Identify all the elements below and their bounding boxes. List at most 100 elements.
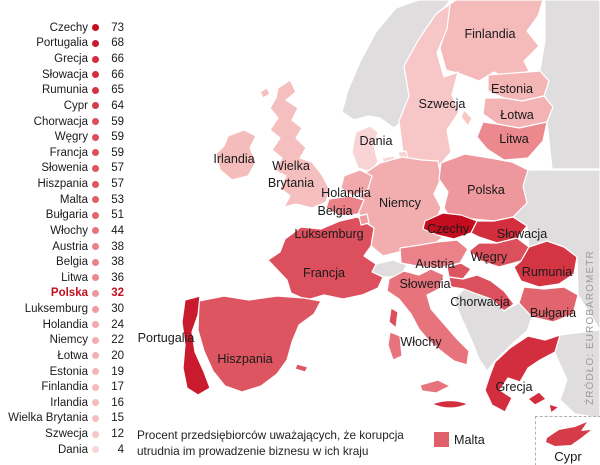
value-dot-icon bbox=[92, 336, 99, 344]
map-label: Estonia bbox=[491, 82, 533, 96]
country-value: 20 bbox=[111, 349, 124, 362]
map-label: Wielka bbox=[272, 159, 310, 173]
country-name: Niemcy bbox=[49, 334, 88, 347]
country-name: Wielka Brytania bbox=[8, 412, 88, 425]
ranking-row: Estonia 19 bbox=[0, 364, 126, 380]
country-value: 59 bbox=[111, 131, 124, 144]
ranking-row: Polska 32 bbox=[0, 286, 126, 302]
country-name: Słowenia bbox=[41, 162, 88, 175]
cyprus-shape-svg bbox=[546, 422, 591, 446]
malta-label: Malta bbox=[454, 432, 485, 447]
country-value: 16 bbox=[111, 396, 124, 409]
country-value: 24 bbox=[111, 318, 124, 331]
chart-caption: Procent przedsiębiorców uważających, że … bbox=[137, 428, 404, 459]
ranking-row: Czechy 73 bbox=[0, 20, 126, 36]
ranking-row: Węgry 59 bbox=[0, 129, 126, 145]
country-name: Grecja bbox=[54, 53, 88, 66]
ranking-row: Chorwacja 59 bbox=[0, 114, 126, 130]
region-slowenia bbox=[446, 262, 472, 280]
map-label: Holandia bbox=[321, 186, 371, 200]
value-dot-icon bbox=[92, 133, 99, 141]
ranking-row: Włochy 44 bbox=[0, 223, 126, 239]
region-bulgaria bbox=[518, 286, 579, 323]
ranking-row: Hiszpania 57 bbox=[0, 176, 126, 192]
map-label: Słowacja bbox=[497, 227, 547, 241]
value-dot-icon bbox=[92, 368, 99, 376]
country-value: 38 bbox=[111, 256, 124, 269]
country-name: Litwa bbox=[61, 271, 88, 284]
country-name: Luksemburg bbox=[24, 303, 88, 316]
country-name: Portugalia bbox=[36, 37, 88, 50]
region-francja bbox=[267, 216, 399, 329]
value-dot-icon bbox=[92, 446, 99, 454]
region-portugalia bbox=[181, 295, 211, 396]
region-turcja bbox=[553, 329, 600, 419]
map-label: Irlandia bbox=[213, 152, 254, 166]
value-dot-icon bbox=[92, 39, 99, 47]
ranking-row: Grecja 66 bbox=[0, 51, 126, 67]
value-dot-icon bbox=[92, 149, 99, 157]
country-name: Malta bbox=[59, 193, 88, 206]
ranking-row: Szwecja 12 bbox=[0, 426, 126, 442]
value-dot-icon bbox=[92, 211, 99, 219]
ranking-row: Rumunia 65 bbox=[0, 83, 126, 99]
country-value: 36 bbox=[111, 271, 124, 284]
country-value: 38 bbox=[111, 240, 124, 253]
value-dot-icon bbox=[92, 274, 99, 282]
region-rumunia bbox=[513, 240, 578, 288]
value-dot-icon bbox=[92, 196, 99, 204]
map-label: Dania bbox=[360, 134, 393, 148]
country-name: Holandia bbox=[42, 318, 88, 331]
value-dot-icon bbox=[92, 243, 99, 251]
map-label: Litwa bbox=[499, 132, 528, 146]
country-name: Bułgaria bbox=[45, 209, 88, 222]
country-value: 22 bbox=[111, 334, 124, 347]
country-value: 19 bbox=[111, 365, 124, 378]
ranking-row: Finlandia 17 bbox=[0, 379, 126, 395]
country-value: 15 bbox=[111, 412, 124, 425]
map-label: Belgia bbox=[317, 204, 352, 218]
region-wlochy bbox=[386, 268, 470, 394]
country-value: 4 bbox=[117, 443, 124, 456]
value-dot-icon bbox=[92, 71, 99, 79]
region-luksemburg bbox=[358, 213, 370, 226]
map-label: Luksemburg bbox=[294, 227, 363, 241]
value-dot-icon bbox=[92, 414, 99, 422]
value-dot-icon bbox=[92, 102, 99, 110]
value-dot-icon bbox=[92, 258, 99, 266]
country-name: Czechy bbox=[49, 21, 88, 34]
malta-color-swatch bbox=[434, 432, 449, 447]
non-eu-regions bbox=[341, 0, 600, 419]
country-value: 44 bbox=[111, 224, 124, 237]
value-dot-icon bbox=[92, 321, 99, 329]
country-ranking-list: Czechy 73 Portugalia 68 Grecja 66 Słowacja 66 Ru… bbox=[0, 20, 126, 458]
map-label: Włochy bbox=[400, 335, 442, 349]
country-value: 73 bbox=[111, 21, 124, 34]
value-dot-icon bbox=[92, 180, 99, 188]
value-dot-icon bbox=[92, 383, 99, 391]
malta-legend: Malta bbox=[434, 432, 485, 447]
map-label: Francja bbox=[303, 266, 345, 280]
ranking-row: Austria 38 bbox=[0, 239, 126, 255]
region-belgia bbox=[325, 195, 365, 217]
map-label: Portugalia bbox=[138, 331, 195, 345]
region-holandia bbox=[340, 169, 373, 197]
country-name: Austria bbox=[52, 240, 88, 253]
ranking-row: Wielka Brytania 15 bbox=[0, 411, 126, 427]
country-name: Cypr bbox=[63, 99, 88, 112]
country-value: 66 bbox=[111, 68, 124, 81]
value-dot-icon bbox=[92, 118, 99, 126]
country-value: 64 bbox=[111, 99, 124, 112]
country-name: Chorwacja bbox=[33, 115, 88, 128]
map-label: Grecja bbox=[495, 380, 532, 394]
map-label: Finlandia bbox=[464, 27, 515, 41]
ranking-row: Irlandia 16 bbox=[0, 395, 126, 411]
country-value: 53 bbox=[111, 193, 124, 206]
value-dot-icon bbox=[92, 430, 99, 438]
cyprus-inset-box: Cypr bbox=[535, 416, 600, 465]
map-label: Węgry bbox=[471, 250, 508, 264]
country-name: Finlandia bbox=[41, 381, 88, 394]
country-name: Belgia bbox=[56, 256, 88, 269]
map-label: Łotwa bbox=[500, 108, 534, 122]
